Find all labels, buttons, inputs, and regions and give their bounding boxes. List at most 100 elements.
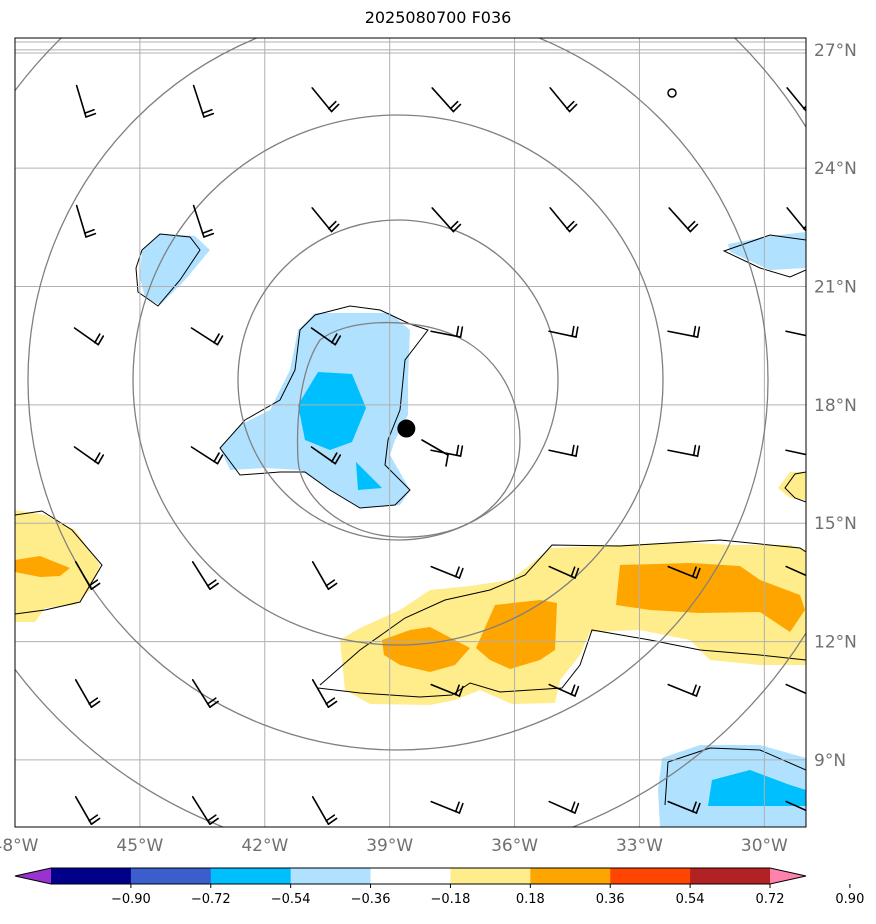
wind-barb: [785, 330, 806, 337]
contour-lines: [15, 233, 806, 806]
contour-line: [15, 510, 103, 615]
wind-barb: [548, 444, 579, 457]
wind-barb: [75, 204, 97, 238]
wind-barb: [785, 565, 806, 577]
colorbar-outline: [14, 867, 807, 885]
range-ring: [15, 38, 806, 827]
contour-line: [722, 234, 806, 278]
contour-line: [317, 629, 806, 698]
shade-region: [382, 627, 470, 672]
range-ring: [237, 219, 559, 541]
shade-region: [778, 472, 806, 500]
wind-barb: [431, 207, 462, 233]
shade-region: [616, 563, 805, 632]
contour-line: [664, 761, 669, 806]
wind-barb: [549, 207, 578, 233]
colorbar-tick-label: 0.36: [596, 892, 625, 907]
colorbar-tick-label: −0.90: [111, 892, 151, 907]
wind-barb: [310, 446, 342, 465]
map-frame: [14, 37, 807, 828]
wind-barb: [430, 800, 464, 814]
range-ring: [132, 114, 664, 646]
calm-wind-marker: [667, 88, 677, 98]
longitude-label: 45°W: [116, 836, 163, 856]
range-rings: [15, 38, 806, 827]
latitude-label: 12°N: [814, 633, 857, 653]
wind-barb: [430, 683, 464, 697]
shade-region: [15, 556, 70, 577]
colorbar-tick-label: 0.54: [676, 892, 705, 907]
shaded-field: [15, 232, 806, 827]
colorbar-segment: [130, 868, 212, 884]
wind-barb: [667, 444, 701, 457]
colorbar-segment: [51, 868, 132, 884]
wind-barb: [311, 679, 338, 708]
colorbar-segment: [210, 868, 292, 884]
wind-barb: [191, 679, 219, 708]
colorbar-segment: [690, 868, 771, 884]
latitude-label: 15°N: [814, 514, 857, 534]
colorbar-tick-label: 0.72: [756, 892, 785, 907]
wind-barb: [192, 204, 215, 238]
latitude-label: 27°N: [814, 41, 857, 61]
longitude-labels: 48°W 45°W 42°W 39°W 36°W 33°W 30°W: [0, 836, 788, 856]
wind-barb: [190, 327, 224, 346]
shade-region: [356, 462, 382, 490]
longitude-label: 39°W: [366, 836, 413, 856]
wind-barb: [73, 446, 105, 465]
wind-barb: [785, 800, 806, 812]
wind-barb: [310, 327, 342, 346]
colorbar-tick-label: −0.36: [351, 892, 391, 907]
shade-region: [708, 770, 806, 806]
wind-barb: [786, 207, 806, 233]
colorbar-extend-low: [15, 868, 51, 884]
storm-center-marker: [397, 419, 416, 438]
wind-barb: [548, 565, 580, 579]
wind-barb: [191, 796, 219, 825]
wind-barb: [667, 325, 701, 338]
wind-barb: [190, 446, 224, 465]
contour-line: [219, 305, 429, 509]
shade-region: [140, 234, 210, 305]
wind-barb: [421, 439, 449, 467]
longitude-label: 33°W: [616, 836, 663, 856]
wind-barb: [785, 449, 806, 456]
colorbar-segment: [530, 868, 611, 884]
wind-barb: [311, 87, 340, 113]
latitude-label: 18°N: [814, 396, 857, 416]
wind-barb: [667, 683, 701, 697]
wind-barb: [74, 561, 101, 590]
colorbar-tick-label: −0.18: [431, 892, 471, 907]
colorbar-segment: [450, 868, 531, 884]
wind-barb: [668, 207, 699, 233]
range-ring: [27, 38, 769, 751]
wind-barb: [548, 683, 580, 697]
wind-barb: [548, 800, 580, 814]
colorbar-tick-label: 0.90: [835, 892, 864, 907]
wind-barb: [430, 565, 464, 579]
wind-barb: [74, 679, 101, 708]
colorbar-tick-label: −0.72: [191, 892, 231, 907]
wind-barb: [785, 683, 806, 695]
latitude-labels: 27°N 24°N 21°N 18°N 15°N 12°N 9°N: [814, 41, 857, 771]
wind-barb: [548, 325, 579, 338]
longitude-label: 36°W: [491, 836, 538, 856]
shade-region: [298, 372, 366, 450]
gridlines: [15, 38, 806, 827]
colorbar-tick-label: −0.54: [271, 892, 311, 907]
wind-barb: [191, 561, 219, 590]
colorbar-segment: [290, 868, 372, 884]
wind-barbs: [73, 84, 806, 825]
wind-barb: [311, 796, 338, 825]
wind-barb: [667, 565, 701, 579]
wind-barb: [549, 87, 578, 113]
colorbar-segment: [370, 868, 451, 884]
colorbar-extend-high: [770, 868, 806, 884]
wind-barb: [430, 325, 464, 338]
wind-barb: [786, 87, 806, 113]
latitude-label: 24°N: [814, 159, 857, 179]
shade-region: [476, 600, 557, 669]
contour-line: [784, 471, 806, 503]
map-title: 2025080700 F036: [364, 8, 512, 27]
